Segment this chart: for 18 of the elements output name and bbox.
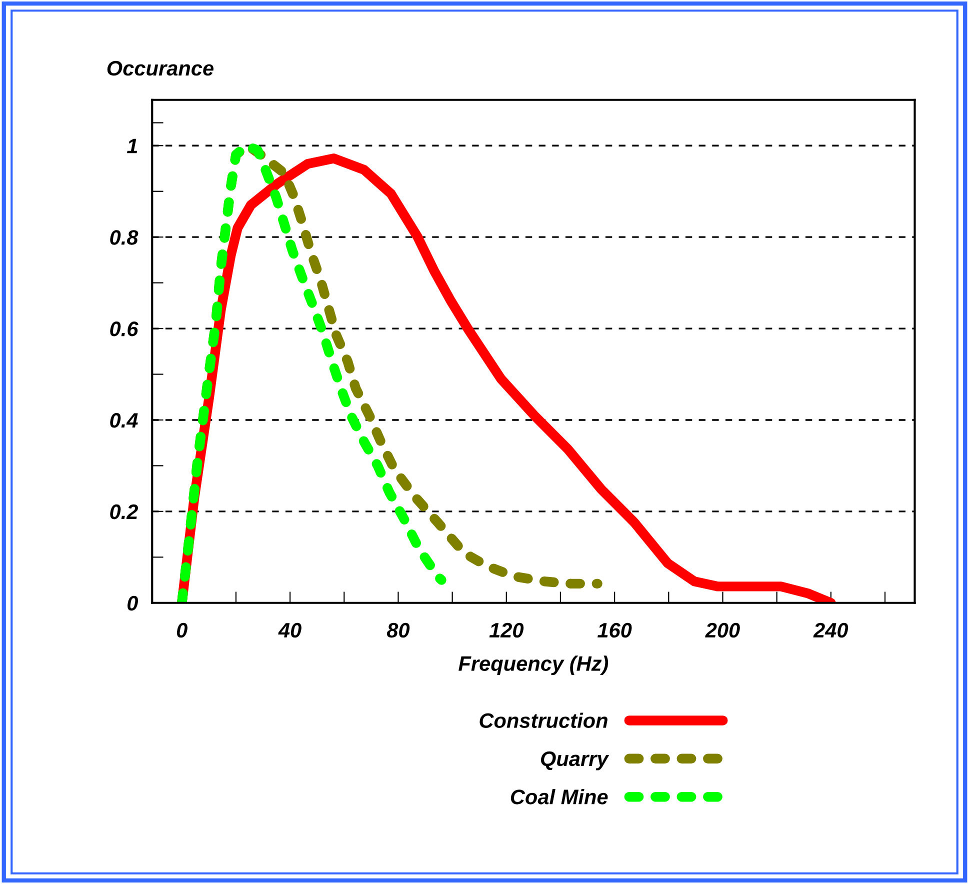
legend-label: Construction bbox=[480, 712, 608, 728]
x-tick-label: 120 bbox=[489, 622, 524, 638]
y-tick-label: 1 bbox=[126, 138, 138, 154]
y-tick-label: 0.2 bbox=[110, 504, 138, 520]
x-tick-label: 80 bbox=[386, 622, 410, 638]
x-tick-label: 240 bbox=[813, 622, 848, 638]
y-tick-label: 0.8 bbox=[110, 230, 138, 245]
legend-label: Coal Mine bbox=[510, 789, 608, 804]
x-tick-label: 200 bbox=[705, 622, 740, 638]
legend-label: Quarry bbox=[540, 751, 610, 770]
x-tick-label: 40 bbox=[278, 622, 302, 638]
y-tick-label: 0 bbox=[128, 596, 138, 611]
x-tick-label: 160 bbox=[598, 622, 632, 638]
y-axis-title: Occurance bbox=[107, 60, 214, 76]
y-tick-label: 0.6 bbox=[110, 322, 138, 336]
x-axis-title: Frequency (Hz) bbox=[458, 656, 608, 676]
x-tick-label: 0 bbox=[176, 622, 188, 638]
y-tick-label: 0.4 bbox=[110, 412, 138, 428]
